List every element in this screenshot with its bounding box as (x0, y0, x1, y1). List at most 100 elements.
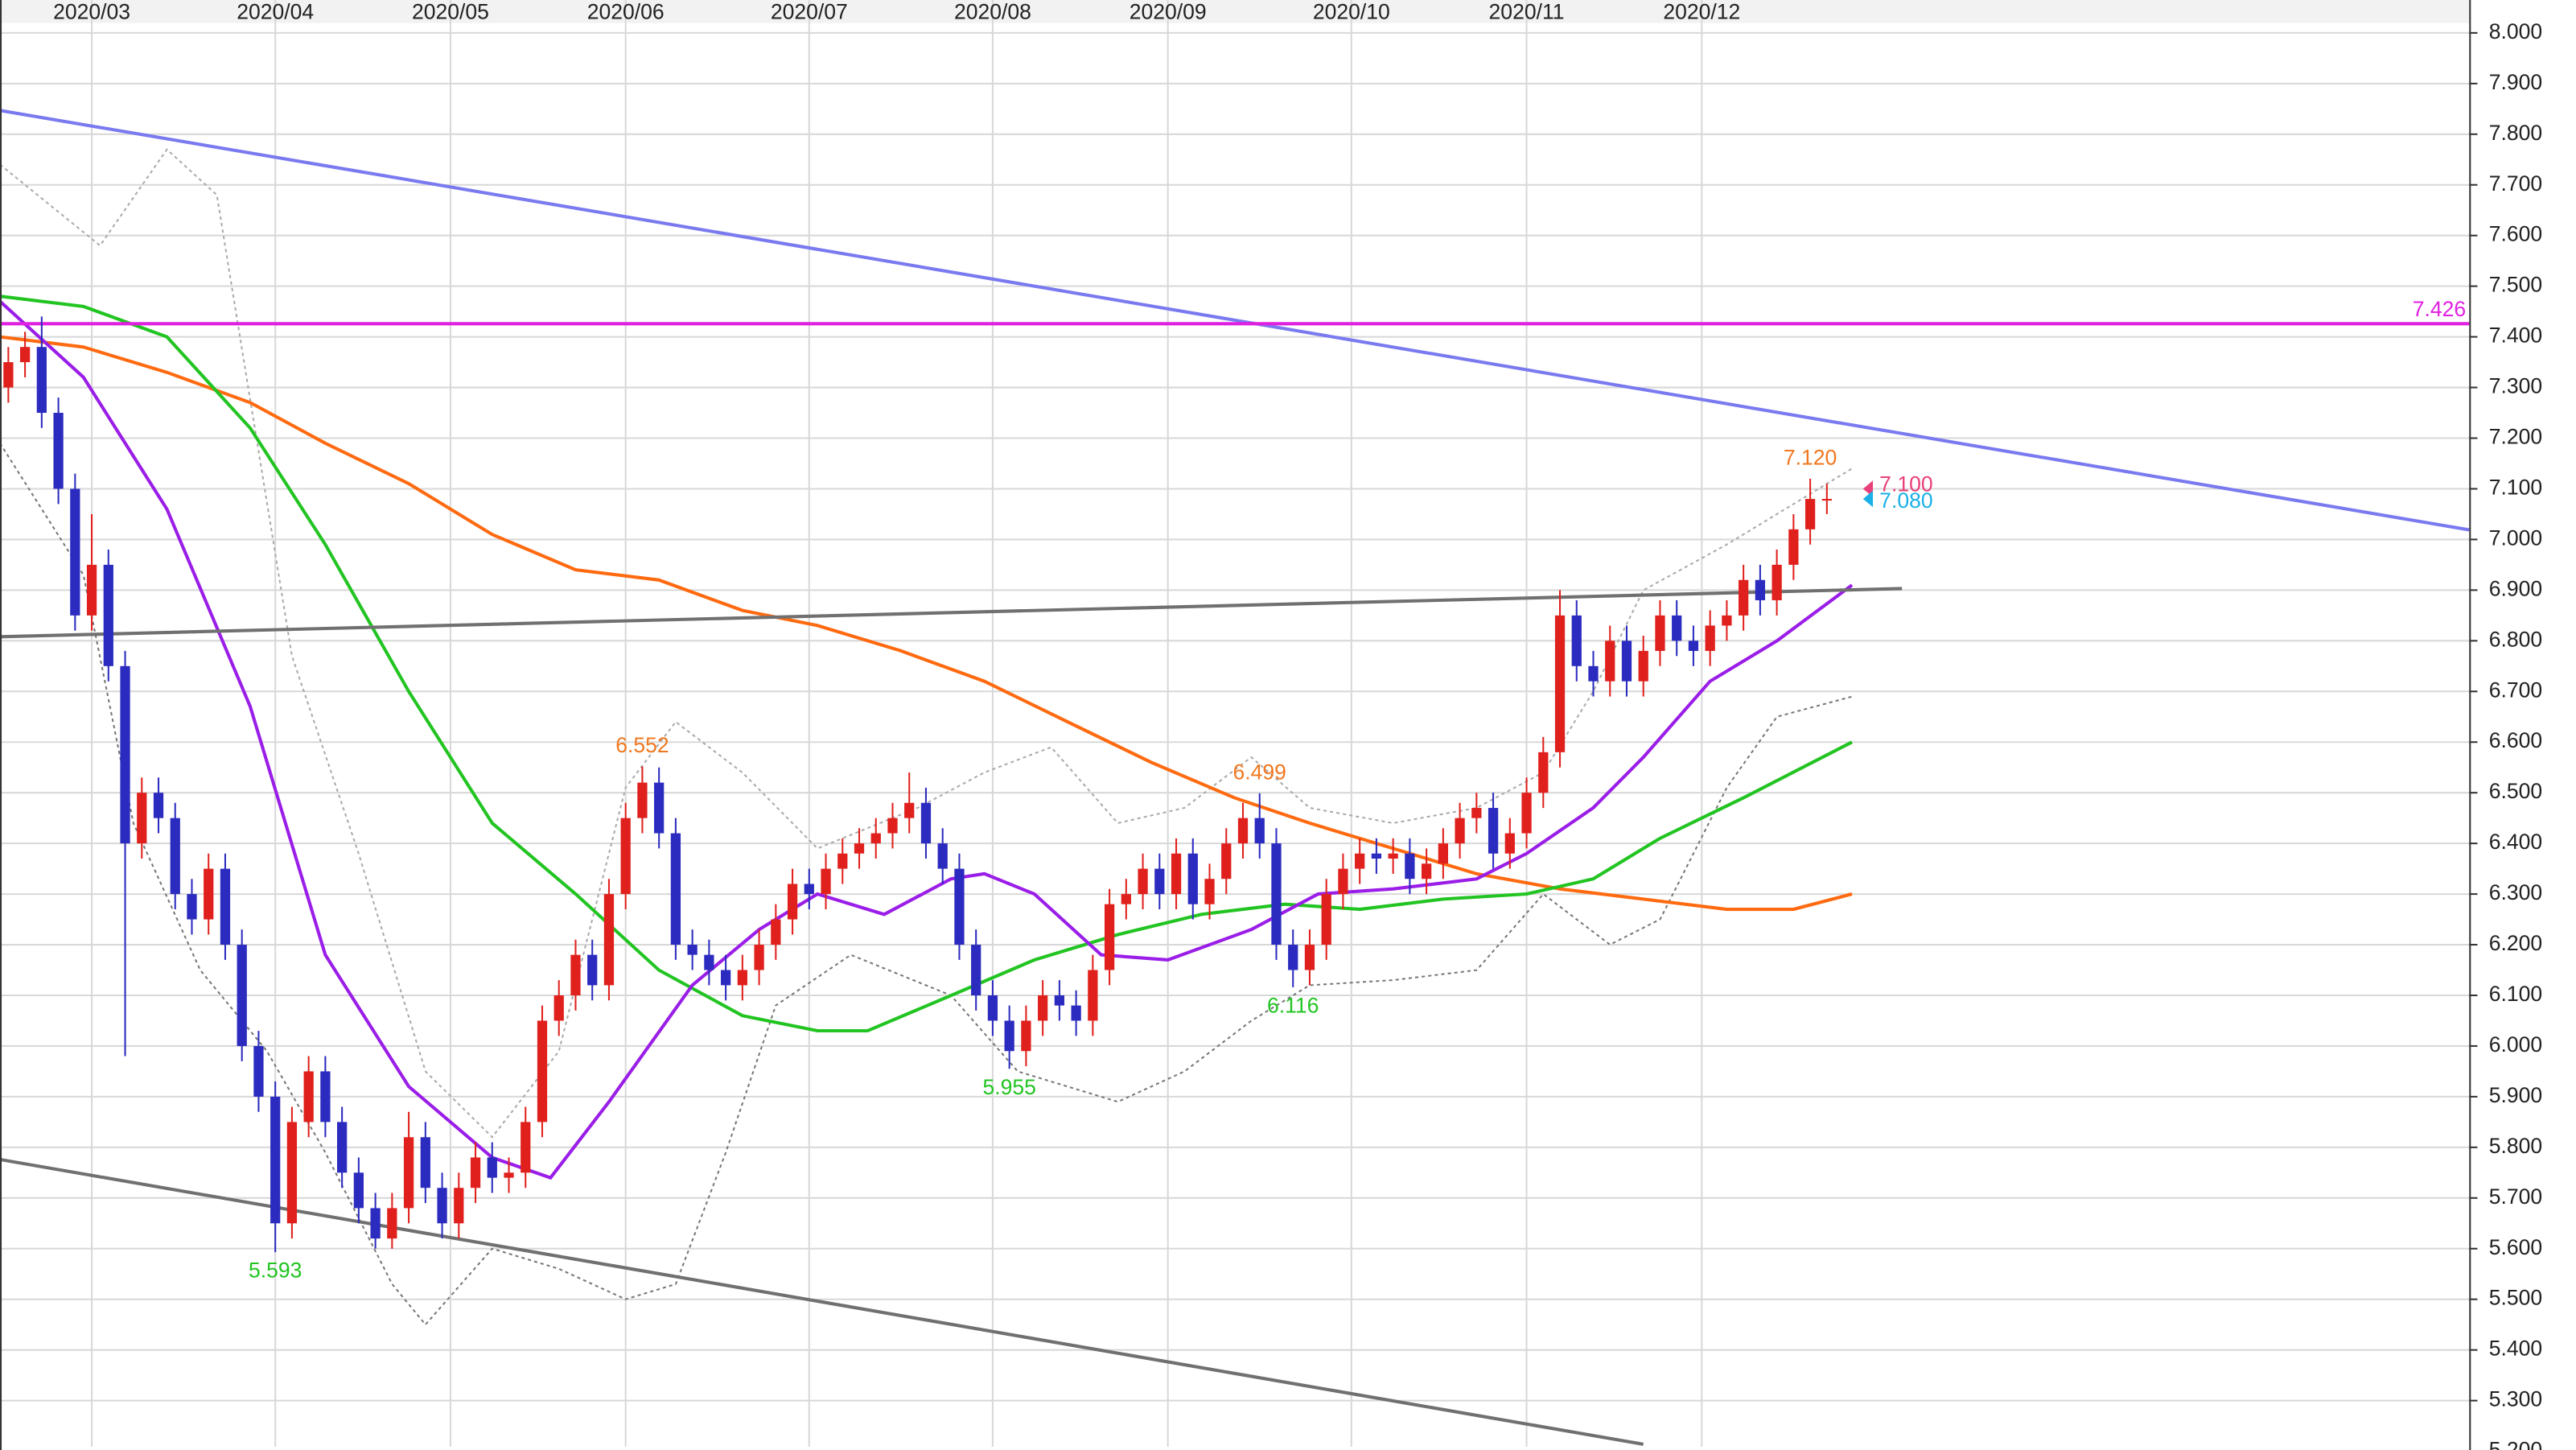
candle-body (987, 995, 998, 1021)
candle-body (737, 970, 747, 986)
candle-body (687, 945, 697, 955)
candle-body (70, 488, 80, 616)
overlay-line (0, 587, 1903, 639)
y-tick-label: 5.700 (2489, 1184, 2542, 1209)
candle-body (1304, 945, 1315, 970)
candle-body (1237, 818, 1249, 844)
candle-body (1204, 879, 1215, 904)
candle-body (1021, 1020, 1031, 1052)
candle-body (53, 413, 64, 489)
candle-body (1054, 995, 1065, 1006)
y-tick-label: 5.400 (2489, 1337, 2542, 1361)
candle-body (1688, 641, 1699, 651)
candle-body (3, 362, 14, 388)
candle-body (1288, 945, 1298, 970)
candle-body (1071, 1005, 1081, 1021)
candle-body (1739, 579, 1749, 616)
candle-body (720, 970, 731, 986)
candle-body (1121, 894, 1131, 904)
candle-body (103, 564, 113, 666)
candle-body (120, 665, 130, 844)
candle-body (370, 1208, 381, 1239)
candle-body (1722, 615, 1732, 626)
y-tick-label: 5.500 (2489, 1286, 2542, 1310)
candle-body (821, 868, 831, 895)
last-price-label: 7.100 (1879, 472, 1932, 496)
candle-body (1554, 615, 1566, 752)
candle-body (1504, 833, 1515, 854)
candle-body (754, 945, 764, 970)
y-tick-label: 6.100 (2489, 982, 2542, 1006)
candle-body (36, 347, 47, 414)
y-tick-label: 7.500 (2489, 273, 2542, 297)
candle-body (1004, 1020, 1014, 1052)
candle-body (1421, 863, 1432, 879)
price-annotation: 7.120 (1784, 445, 1837, 469)
candle-body (237, 945, 247, 1046)
y-tick-label: 6.800 (2489, 627, 2542, 651)
candles (3, 316, 1832, 1253)
price-annotation: 6.552 (615, 733, 669, 757)
candle-body (553, 995, 564, 1021)
y-tick-label: 5.200 (2489, 1438, 2542, 1450)
x-tick-label: 2020/12 (1663, 0, 1740, 23)
candle-body (1455, 818, 1465, 844)
candle-body (920, 802, 932, 844)
y-tick-label: 7.300 (2489, 374, 2542, 398)
candle-body (887, 818, 898, 834)
last-price-label: 7.080 (1879, 488, 1932, 513)
overlay-line (0, 148, 1853, 1139)
candle-body (521, 1122, 531, 1173)
candle-body (220, 868, 231, 945)
candle-body (137, 793, 147, 844)
candle-body (1104, 904, 1115, 970)
y-tick-label: 7.200 (2489, 425, 2542, 449)
candle-body (954, 868, 965, 945)
candle-body (1088, 970, 1098, 1021)
candle-body (1038, 995, 1048, 1021)
candle-body (704, 954, 714, 970)
y-tick-label: 7.600 (2489, 222, 2542, 246)
x-tick-label: 2020/03 (53, 0, 130, 23)
candle-body (420, 1137, 430, 1188)
y-tick-label: 5.300 (2489, 1387, 2542, 1411)
candle-body (1171, 853, 1182, 895)
candle-body (1221, 843, 1232, 879)
candle-body (470, 1157, 481, 1188)
candle-body (837, 853, 848, 869)
x-tick-label: 2020/10 (1313, 0, 1390, 23)
x-tick-label: 2020/11 (1489, 0, 1565, 23)
candle-body (1672, 615, 1682, 641)
overlay-line (0, 299, 1854, 1180)
x-tick-label: 2020/05 (412, 0, 489, 23)
candle-body (504, 1172, 514, 1178)
y-tick-label: 6.400 (2489, 830, 2542, 854)
y-tick-label: 6.700 (2489, 678, 2542, 702)
y-tick-label: 5.900 (2489, 1083, 2542, 1107)
candle-body (1438, 843, 1448, 864)
grid (0, 0, 2478, 1447)
candle-body (570, 954, 581, 995)
candle-body (1588, 665, 1599, 682)
price-annotation: 6.499 (1233, 760, 1286, 784)
candle-body (1355, 853, 1365, 869)
candle-body (537, 1020, 548, 1123)
candle-body (1821, 499, 1832, 501)
y-tick-label: 6.200 (2489, 931, 2542, 955)
candle-body (1804, 499, 1816, 529)
candle-body (253, 1045, 264, 1097)
candle-body (937, 843, 948, 869)
x-tick-label: 2020/08 (954, 0, 1031, 23)
candle-body (1621, 641, 1632, 682)
candle-body (387, 1208, 397, 1239)
y-tick-label: 5.800 (2489, 1134, 2542, 1158)
candle-body (320, 1071, 331, 1123)
x-tick-label: 2020/07 (771, 0, 848, 23)
candle-body (403, 1137, 414, 1209)
overlay-line (0, 295, 1853, 1033)
candle-body (637, 782, 648, 818)
candle-body (270, 1096, 281, 1224)
